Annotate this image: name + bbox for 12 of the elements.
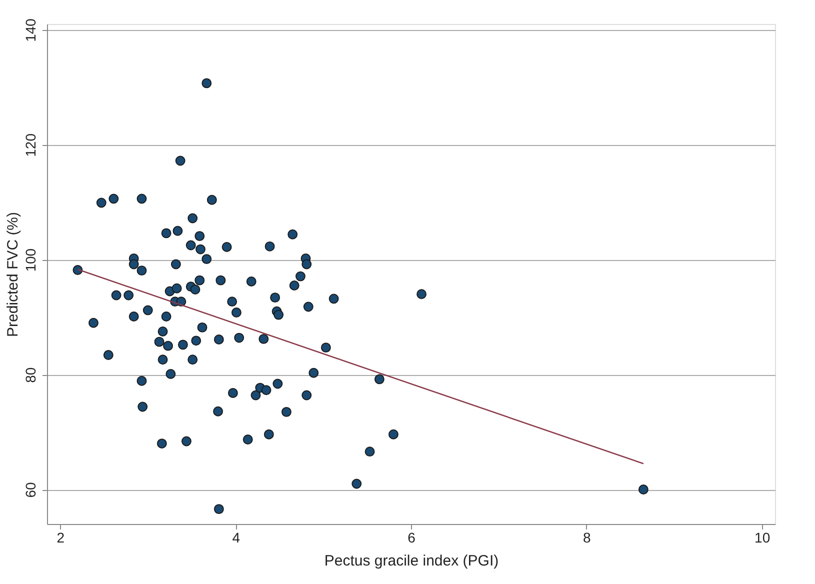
- y-tick-label: 120: [22, 133, 38, 157]
- y-tick-label: 100: [22, 248, 38, 272]
- x-tick-label: 2: [56, 530, 65, 546]
- x-tick-label: 4: [232, 530, 240, 546]
- x-axis-title: Pectus gracile index (PGI): [324, 552, 499, 570]
- x-tick-label: 6: [408, 530, 416, 546]
- y-tick-label: 60: [22, 482, 38, 498]
- y-tick-label: 80: [22, 367, 38, 383]
- x-tick-label: 10: [754, 530, 770, 546]
- y-axis-title: Predicted FVC (%): [4, 212, 22, 338]
- x-tick-label: 8: [583, 530, 592, 546]
- y-tick-label: 140: [22, 18, 38, 42]
